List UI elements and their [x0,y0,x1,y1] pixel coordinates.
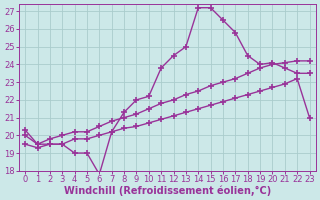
X-axis label: Windchill (Refroidissement éolien,°C): Windchill (Refroidissement éolien,°C) [64,185,271,196]
